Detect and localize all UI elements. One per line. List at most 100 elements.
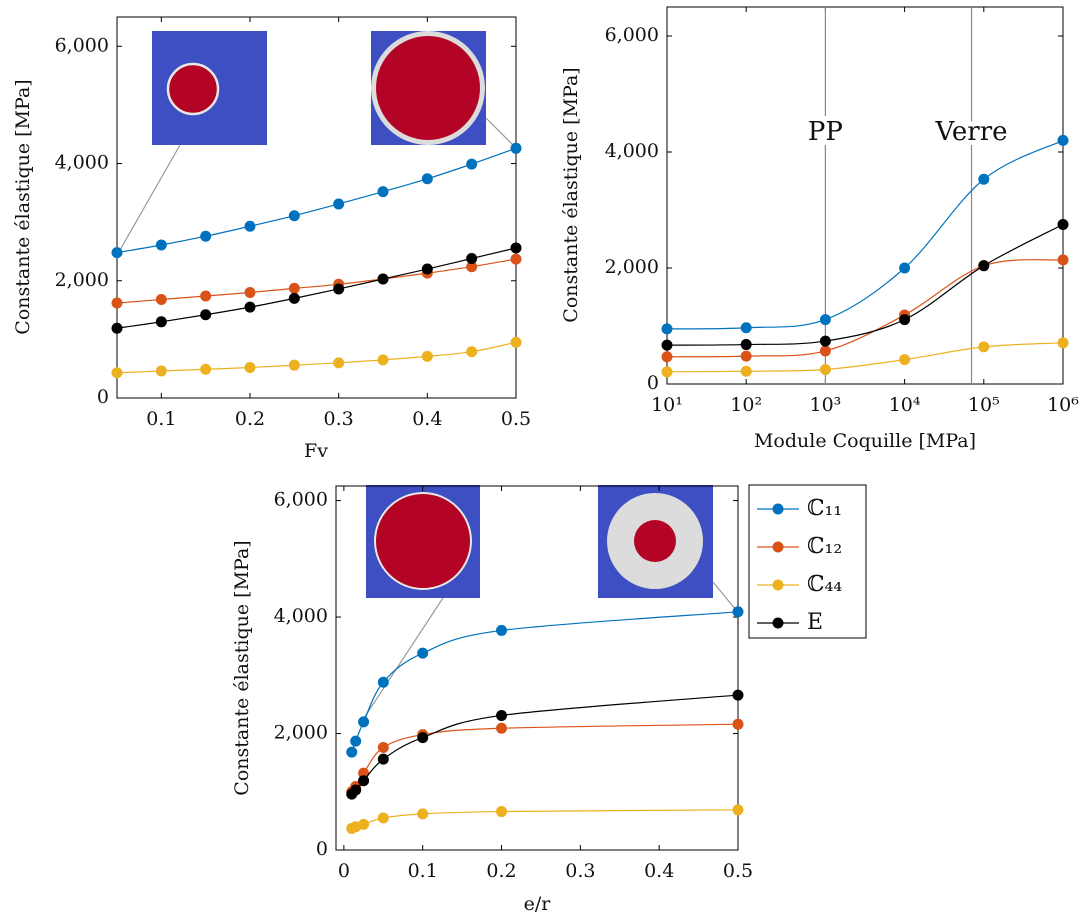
chart: 0 0.1 0.2 0.3 0.4 0.5 0 2,000 4,000 6,000 e/r Const…	[231, 484, 867, 915]
series-line	[116, 147, 517, 254]
point	[819, 364, 831, 375]
series-line	[116, 341, 517, 374]
insets	[119, 31, 737, 719]
legend-label: ℂ₁₁	[807, 496, 842, 521]
x-tick-label: 10⁵	[968, 394, 1000, 416]
point	[740, 339, 752, 351]
point	[377, 273, 389, 285]
y-axis-label: Constante élastique [MPa]	[12, 79, 34, 334]
point	[496, 624, 508, 636]
point	[466, 252, 478, 264]
point	[111, 297, 123, 309]
x-tick-label: 0.2	[486, 860, 516, 882]
series-line	[666, 259, 1064, 358]
point	[510, 253, 522, 265]
point	[978, 341, 990, 353]
point	[377, 812, 389, 824]
chart: 10¹ 10² 10³ 10⁴ 10⁵ 10⁶ 0 2,000 4,000 6,000 Module…	[560, 6, 1079, 452]
legend-marker	[772, 503, 784, 515]
point	[244, 301, 256, 313]
point	[377, 354, 389, 366]
point	[377, 186, 389, 198]
point	[661, 366, 673, 378]
point	[819, 335, 831, 347]
point	[358, 716, 370, 728]
point	[899, 354, 911, 366]
point	[740, 322, 752, 334]
point	[288, 359, 300, 371]
y-tick-label: 0	[647, 372, 659, 394]
connector	[363, 597, 444, 719]
point	[417, 647, 429, 659]
point	[377, 741, 389, 753]
point	[111, 322, 123, 334]
point	[350, 784, 362, 796]
point	[377, 676, 389, 688]
x-axis-label: e/r	[524, 893, 552, 915]
point	[358, 818, 370, 830]
point	[288, 282, 300, 294]
point	[899, 314, 911, 326]
point	[661, 351, 673, 363]
point	[288, 292, 300, 304]
legend-box	[748, 484, 867, 639]
series-line	[351, 723, 739, 793]
x-tick-label: 0.3	[324, 408, 354, 430]
series-line	[666, 139, 1064, 330]
inset-circle	[634, 520, 676, 562]
point	[819, 314, 831, 326]
connector	[712, 581, 737, 611]
point	[333, 198, 345, 210]
point	[466, 346, 478, 358]
y-tick-label: 4,000	[605, 140, 659, 162]
point	[200, 363, 212, 375]
point	[661, 323, 673, 335]
connector	[119, 144, 181, 251]
point	[819, 345, 831, 357]
point	[496, 722, 508, 734]
point	[333, 283, 345, 295]
legend-label: ℂ₁₂	[807, 534, 842, 559]
inset-circle	[166, 62, 220, 116]
point	[740, 350, 752, 362]
x-tick-label: 0	[338, 860, 350, 882]
reference-label: PP	[808, 117, 843, 147]
connector	[485, 117, 515, 147]
point	[661, 339, 673, 351]
point	[244, 362, 256, 374]
plot-frame	[666, 6, 1064, 385]
x-tick-label: 0.2	[235, 408, 265, 430]
point	[1057, 254, 1069, 266]
x-tick-label: 10⁴	[889, 394, 921, 416]
x-tick-label: 0.5	[723, 860, 753, 882]
legend-label: ℂ₄₄	[807, 572, 842, 597]
point	[111, 247, 123, 259]
point	[421, 263, 433, 275]
point	[333, 357, 345, 369]
point	[732, 804, 744, 816]
point	[732, 718, 744, 730]
x-tick-label: 0.3	[565, 860, 595, 882]
x-tick-label: 0.1	[408, 860, 438, 882]
x-tick-label: 0.4	[412, 408, 442, 430]
point	[740, 365, 752, 377]
point	[244, 286, 256, 298]
point	[421, 350, 433, 362]
point	[510, 242, 522, 254]
x-tick-label: 10³	[810, 394, 842, 416]
point	[350, 735, 362, 747]
x-axis-label: Module Coquille [MPa]	[754, 430, 976, 452]
point	[155, 239, 167, 251]
point	[200, 309, 212, 321]
legend-marker	[772, 617, 784, 629]
point	[466, 158, 478, 170]
y-tick-label: 4,000	[55, 152, 109, 174]
x-tick-label: 0.4	[644, 860, 674, 882]
point	[417, 808, 429, 820]
legend-label: E	[807, 610, 823, 635]
series-line	[351, 694, 739, 795]
series-line	[116, 258, 517, 304]
point	[155, 365, 167, 377]
x-tick-label: 0.1	[146, 408, 176, 430]
